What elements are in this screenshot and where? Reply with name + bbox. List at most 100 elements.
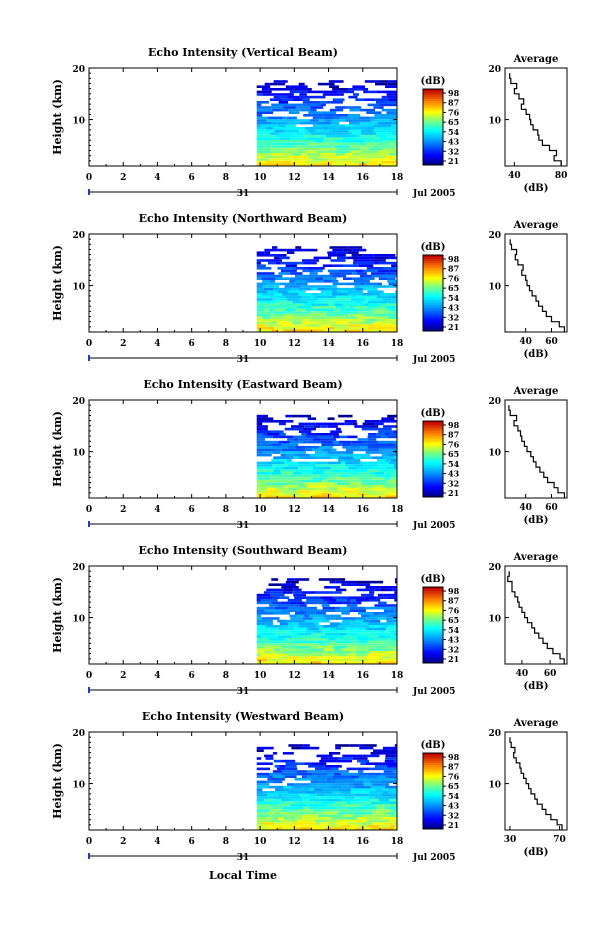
heatmap-cell [357, 261, 375, 265]
heatmap-cell [319, 147, 337, 151]
colorbar-band [423, 143, 443, 146]
heatmap-cell [292, 591, 303, 594]
heatmap-cell [362, 754, 367, 758]
heatmap-cell [256, 313, 271, 317]
profile-line [509, 73, 562, 166]
heatmap-cell [391, 630, 397, 633]
heatmap-cell [324, 469, 334, 472]
heatmap-cell [256, 285, 263, 288]
heatmap-cell [343, 635, 355, 638]
x-tick-label: 12 [288, 505, 301, 515]
colorbar-tick-label: 98 [448, 420, 460, 430]
heatmap-cell [256, 788, 263, 791]
heatmap-cell [305, 811, 318, 815]
heatmap-cell [285, 762, 299, 765]
heatmap-cell [278, 272, 290, 275]
heatmap-cell [256, 259, 266, 262]
heatmap-cell [285, 824, 300, 828]
profile-x-label: (dB) [524, 515, 549, 526]
heatmap-cell [358, 661, 377, 664]
heatmap-cell [278, 124, 286, 127]
heatmap-cell [326, 311, 337, 314]
heatmap-cell [365, 282, 377, 286]
panel-title: Echo Intensity (Eastward Beam) [143, 378, 342, 391]
heatmap-cell [256, 324, 266, 327]
heatmap-cell [362, 293, 374, 296]
heatmap-cell [283, 625, 289, 628]
heatmap-cell [394, 614, 397, 618]
heatmap-cell [294, 303, 305, 306]
heatmap-cell [342, 446, 349, 449]
colorbar-band [423, 451, 443, 454]
heatmap-cell [275, 814, 287, 817]
heatmap-cell [379, 300, 388, 304]
heatmap-cell [266, 127, 274, 130]
heatmap-cell [338, 269, 356, 273]
colorbar-band [423, 785, 443, 788]
heatmap-cell [390, 749, 397, 752]
heatmap-cell [272, 435, 279, 439]
heatmap-cell [346, 632, 357, 636]
heatmap-cell [374, 261, 380, 265]
colorbar-band [423, 445, 443, 448]
colorbar-tick-label: 21 [448, 488, 459, 498]
heatmap-cell [372, 121, 378, 125]
heatmap-cell [350, 469, 360, 472]
date-label: Jul 2005 [412, 189, 455, 199]
y-tick-label: 10 [72, 615, 85, 625]
profile-y-tick-label: 10 [488, 117, 501, 127]
heatmap-cell [380, 446, 397, 449]
heatmap-cell [335, 746, 341, 750]
heatmap-cell [271, 137, 280, 140]
heatmap-cell [322, 127, 329, 130]
x-tick-label: 8 [223, 505, 229, 515]
heatmap-cell [379, 824, 391, 828]
colorbar-band [423, 627, 443, 630]
heatmap-cell [307, 822, 316, 825]
heatmap-cell [256, 798, 265, 802]
heatmap-cell [256, 648, 274, 651]
heatmap-cell [311, 326, 328, 330]
colorbar-band [423, 321, 443, 324]
heatmap-cell [311, 114, 324, 117]
heatmap-cell [297, 461, 311, 465]
heatmap-cell [269, 295, 286, 299]
heatmap-cell [319, 293, 332, 296]
heatmap-cell [337, 653, 348, 657]
heatmap-cell [324, 586, 331, 589]
heatmap-cell [332, 282, 346, 286]
colorbar-band [423, 651, 443, 654]
heatmap-cell [352, 261, 358, 265]
heatmap-cell [298, 622, 315, 625]
colorbar-band [423, 657, 443, 660]
heatmap-cell [311, 295, 316, 299]
heatmap-cell [346, 645, 357, 649]
x-tick-label: 6 [189, 837, 195, 847]
x-tick-label: 10 [254, 505, 267, 515]
heatmap-cell [256, 822, 261, 825]
heatmap-cell [359, 640, 368, 644]
x-tick-label: 0 [86, 671, 92, 681]
heatmap-cell [308, 111, 321, 114]
heatmap-cell [347, 630, 364, 633]
heatmap-cell [263, 651, 281, 654]
heatmap-cell [330, 464, 345, 467]
heatmap-cell [344, 806, 358, 810]
heatmap-cell [374, 588, 380, 592]
heatmap-cell [367, 448, 379, 452]
heatmap-cell [315, 630, 323, 633]
heatmap-cell [264, 82, 270, 86]
colorbar-band [423, 763, 443, 766]
heatmap-cell [329, 272, 335, 275]
heatmap-cell [273, 287, 279, 291]
heatmap-cell [305, 435, 319, 439]
heatmap-cell [369, 796, 375, 799]
heatmap-cell [314, 622, 319, 625]
heatmap-cell [315, 461, 328, 465]
heatmap-cell [323, 329, 328, 332]
heatmap-cell [378, 158, 395, 161]
heatmap-cell [358, 770, 364, 773]
heatmap-cell [378, 430, 393, 433]
heatmap-cell [313, 269, 323, 273]
heatmap-cell [334, 443, 342, 446]
